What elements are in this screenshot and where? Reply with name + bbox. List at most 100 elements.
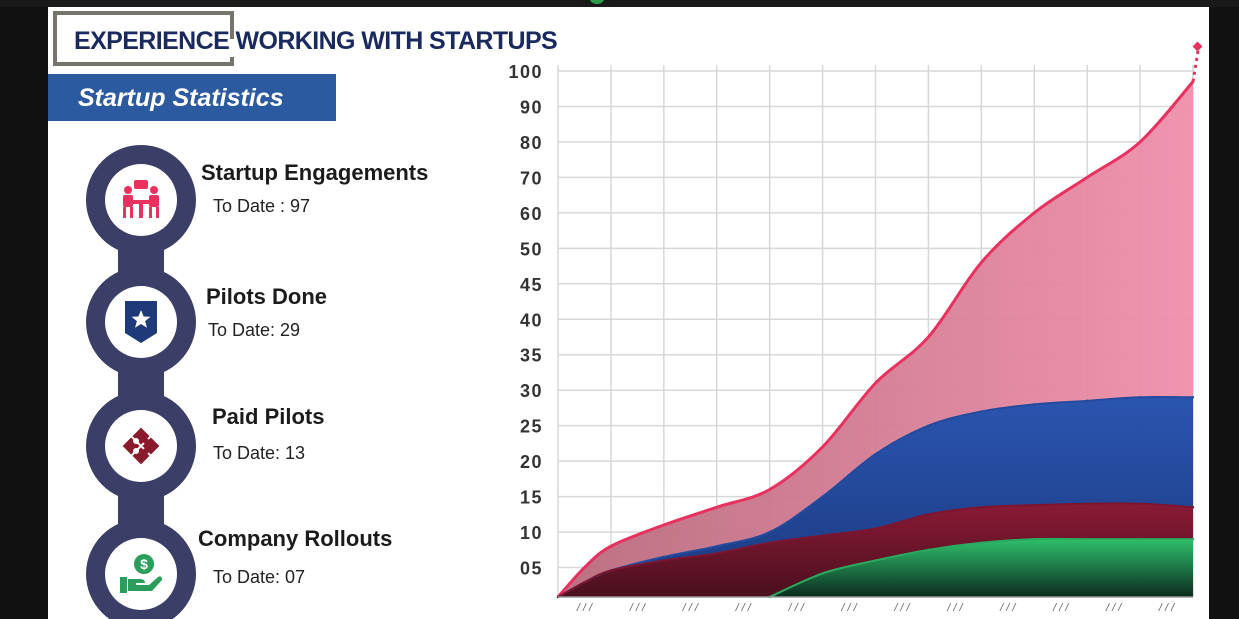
- x-tick-label: / / /: [735, 602, 752, 614]
- title-frame-decoration: [230, 57, 234, 66]
- line-series-startup-engagements: [556, 80, 1195, 599]
- stat-label: Paid Pilots: [212, 404, 325, 429]
- stat-label: Startup Engagements: [201, 160, 429, 185]
- data-point: [821, 445, 824, 449]
- x-tick-label: / / /: [629, 602, 646, 614]
- data-point: [1085, 176, 1089, 179]
- data-point: [583, 581, 586, 584]
- y-tick-label: 30: [520, 381, 543, 401]
- page-title: EXPERIENCE WORKING WITH STARTUPS: [74, 27, 558, 55]
- data-point: [980, 410, 983, 413]
- x-tick-label: / / /: [1105, 602, 1122, 614]
- x-tick-label: / / /: [840, 602, 857, 614]
- stat-value: To Date: 07: [213, 567, 306, 587]
- data-point: [715, 552, 718, 555]
- data-point: [662, 555, 666, 559]
- data-point: [1033, 537, 1036, 541]
- data-point: [874, 559, 877, 562]
- title-frame-decoration: [230, 11, 234, 39]
- x-tick-label: / / /: [893, 602, 910, 614]
- data-point: [927, 335, 930, 339]
- y-tick-label: 45: [520, 275, 543, 295]
- title-frame: [53, 11, 230, 66]
- data-point: [874, 527, 877, 530]
- subtitle-banner: Startup Statistics: [48, 74, 336, 121]
- data-point: [1138, 502, 1142, 505]
- y-tick-label: 50: [520, 239, 543, 259]
- data-point: [821, 534, 824, 537]
- data-point: [927, 424, 930, 427]
- y-tick-label: 100: [508, 62, 543, 82]
- subtitle-text: Startup Statistics: [78, 84, 284, 112]
- data-point: [1191, 506, 1195, 509]
- camera-indicator-icon: [590, 0, 604, 4]
- data-point: [768, 488, 771, 491]
- y-tick-label: 40: [520, 310, 543, 330]
- data-point: [662, 523, 666, 527]
- area-series-company-rollouts: [769, 538, 1193, 597]
- data-point: [980, 506, 983, 509]
- data-point: [1085, 502, 1089, 505]
- stat-label: Pilots Done: [206, 284, 328, 309]
- data-point: [1033, 211, 1036, 215]
- data-point: [1085, 537, 1089, 541]
- stat-circle-pilots: [86, 267, 196, 377]
- data-point: [927, 548, 930, 551]
- data-point: [980, 261, 983, 264]
- data-point: [1138, 537, 1142, 541]
- x-tick-label: / / /: [682, 602, 699, 614]
- data-point: [1033, 403, 1036, 406]
- data-point: [874, 452, 877, 456]
- data-point: [1191, 396, 1195, 399]
- data-point: [874, 381, 877, 385]
- data-point: [1033, 503, 1036, 507]
- stat-value: To Date: 13: [213, 443, 306, 463]
- y-tick-label: 10: [520, 523, 543, 543]
- data-point: [1138, 140, 1142, 144]
- data-point: [821, 495, 824, 498]
- y-tick-label: 70: [520, 168, 543, 188]
- line-series-paid-pilots: [557, 502, 1194, 598]
- data-point: [1138, 396, 1142, 399]
- data-point: [980, 541, 983, 544]
- x-tick-label: / / /: [787, 602, 804, 614]
- slide-canvas: EXPERIENCE WORKING WITH STARTUPS Startup…: [48, 7, 1209, 619]
- stat-value: To Date : 97: [213, 196, 311, 216]
- data-point: [1085, 399, 1089, 403]
- money-hand-icon: $: [120, 554, 162, 593]
- x-tick-label: / / /: [576, 602, 593, 614]
- y-tick-label: 60: [520, 204, 543, 224]
- data-point: [609, 545, 613, 548]
- data-point: [1191, 537, 1195, 541]
- puzzle-icon: [122, 427, 160, 465]
- trend-marker-icon: [1192, 41, 1203, 52]
- x-tick-label: / / /: [946, 602, 963, 614]
- x-tick-label: / / /: [1052, 602, 1069, 614]
- stat-value: To Date: 29: [208, 320, 301, 340]
- svg-text:$: $: [140, 556, 148, 572]
- data-point: [768, 541, 771, 544]
- y-tick-label: 90: [520, 97, 543, 117]
- y-tick-label: 20: [520, 452, 543, 472]
- x-tick-label: / / /: [999, 602, 1016, 614]
- x-tick-label: / / /: [1158, 602, 1175, 614]
- data-point: [715, 545, 718, 548]
- area-chart: 100 90 80 70 60 50 45 40 35 30 25 20 15 10 05 / / / / / …: [508, 41, 1203, 614]
- data-point: [768, 530, 771, 534]
- stat-circle-paid-pilots: [86, 391, 196, 501]
- data-point: [583, 566, 586, 569]
- meeting-icon: [123, 180, 159, 218]
- stat-circle-engagements: [86, 145, 196, 255]
- y-tick-label: 80: [520, 133, 543, 153]
- top-bar: [0, 0, 1239, 7]
- stat-circle-rollouts: $: [86, 519, 196, 619]
- y-tick-label: 35: [520, 346, 543, 366]
- data-point: [609, 569, 613, 572]
- y-tick-label: 25: [520, 417, 543, 437]
- badge-star-icon: [125, 301, 157, 343]
- trend-extension: [1191, 50, 1200, 82]
- data-point: [662, 559, 666, 562]
- stat-label: Company Rollouts: [198, 526, 393, 551]
- y-tick-label: 05: [520, 559, 543, 579]
- data-point: [821, 572, 824, 575]
